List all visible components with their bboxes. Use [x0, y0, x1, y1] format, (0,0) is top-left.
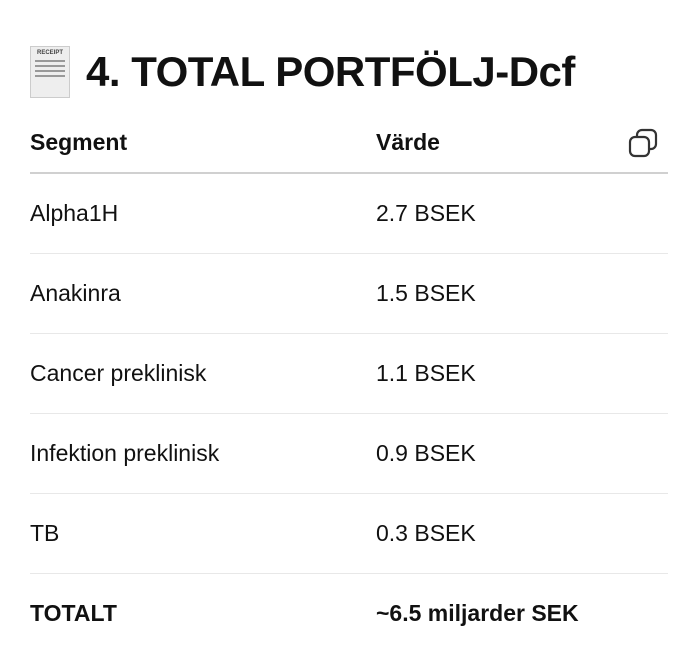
table-header: Segment Värde: [30, 112, 668, 173]
title-text: 4. TOTAL PORTFÖLJ-Dcf: [86, 48, 575, 96]
segment-cell: Cancer preklinisk: [30, 334, 376, 414]
value-cell: 1.1 BSEK: [376, 334, 668, 414]
value-cell: 1.5 BSEK: [376, 254, 668, 334]
segment-cell: Infektion preklinisk: [30, 414, 376, 494]
value-cell: 0.9 BSEK: [376, 414, 668, 494]
value-cell: 0.3 BSEK: [376, 494, 668, 574]
segment-cell: Alpha1H: [30, 173, 376, 254]
total-label: TOTALT: [30, 574, 376, 653]
segment-cell: Anakinra: [30, 254, 376, 334]
header-value: Värde: [376, 112, 668, 173]
header-segment: Segment: [30, 112, 376, 173]
copy-icon[interactable]: [628, 128, 658, 158]
segment-cell: TB: [30, 494, 376, 574]
receipt-icon-text: RECEIPT: [31, 49, 69, 57]
receipt-icon: RECEIPT: [30, 46, 70, 98]
total-value: ~6.5 miljarder SEK: [376, 574, 668, 653]
header-value-label: Värde: [376, 129, 440, 155]
page-title: RECEIPT 4. TOTAL PORTFÖLJ-Dcf: [30, 46, 575, 98]
value-cell: 2.7 BSEK: [376, 173, 668, 254]
total-row: TOTALT~6.5 miljarder SEK: [30, 574, 668, 653]
